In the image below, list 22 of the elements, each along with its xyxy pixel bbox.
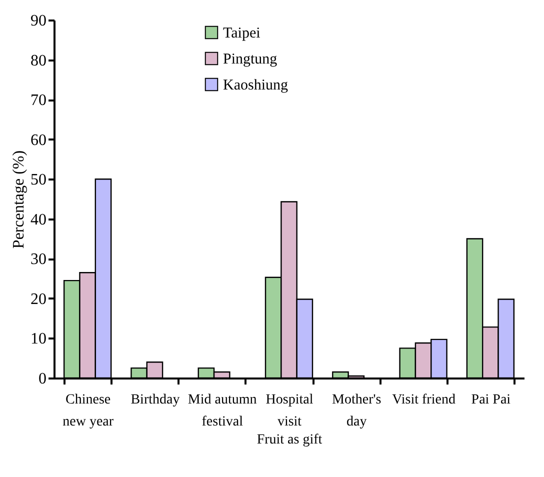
legend-label: Pingtung bbox=[223, 52, 278, 68]
x-axis-title: Fruit as gift bbox=[256, 432, 322, 448]
x-tick-label: Mid autumn festival bbox=[188, 392, 257, 430]
y-tick-label: 30 bbox=[30, 251, 46, 268]
legend-label: Taipei bbox=[223, 26, 260, 42]
y-tick-label: 10 bbox=[30, 330, 46, 348]
x-tick-label: Birthday bbox=[130, 392, 180, 408]
y-tick-label: 0 bbox=[38, 370, 46, 388]
y-tick-label: 80 bbox=[30, 52, 46, 70]
y-tick-label: 20 bbox=[30, 290, 46, 308]
x-tick-label: Visit friend bbox=[392, 392, 456, 408]
x-tick-label: Mother's day bbox=[332, 392, 382, 430]
x-tick-label: Chinese new year bbox=[62, 392, 114, 430]
y-tick-label: 50 bbox=[30, 172, 46, 189]
legend-label: Kaoshiung bbox=[223, 78, 288, 94]
x-tick-label: Hospital visit bbox=[266, 392, 314, 430]
x-tick-label: Pai Pai bbox=[471, 392, 511, 408]
y-tick-label: 70 bbox=[30, 92, 46, 110]
y-tick-label: 60 bbox=[30, 132, 46, 149]
y-axis-title: Percentage (%) bbox=[10, 150, 28, 249]
y-tick-label: 90 bbox=[30, 12, 46, 30]
y-tick-label: 40 bbox=[30, 211, 46, 228]
